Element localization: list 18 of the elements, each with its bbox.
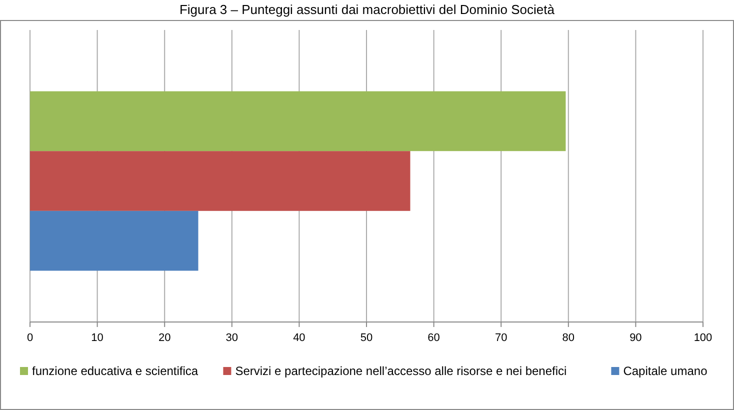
x-tick-label: 10 bbox=[91, 332, 104, 344]
legend-label: funzione educativa e scientifica bbox=[32, 364, 198, 378]
bar bbox=[30, 91, 566, 152]
x-tick-label: 80 bbox=[562, 332, 575, 344]
x-tick-label: 20 bbox=[158, 332, 171, 344]
legend-label: Capitale umano bbox=[623, 364, 708, 378]
x-tick-label: 100 bbox=[694, 332, 712, 344]
legend-label: Servizi e partecipazione nell’accesso alle risorse e nei benefici bbox=[235, 364, 567, 378]
x-tick-label: 50 bbox=[360, 332, 373, 344]
x-tick-label: 70 bbox=[494, 332, 508, 344]
x-tick-label: 40 bbox=[293, 332, 306, 344]
x-tick-label: 30 bbox=[226, 332, 238, 344]
x-tick-label: 0 bbox=[26, 332, 34, 344]
bar bbox=[30, 210, 198, 271]
x-tick-label: 90 bbox=[630, 332, 642, 344]
chart-title: Figura 3 – Punteggi assunti dai macrobiettivi del Dominio Società bbox=[179, 2, 556, 17]
bar bbox=[30, 151, 410, 211]
x-tick-label: 60 bbox=[428, 332, 440, 344]
